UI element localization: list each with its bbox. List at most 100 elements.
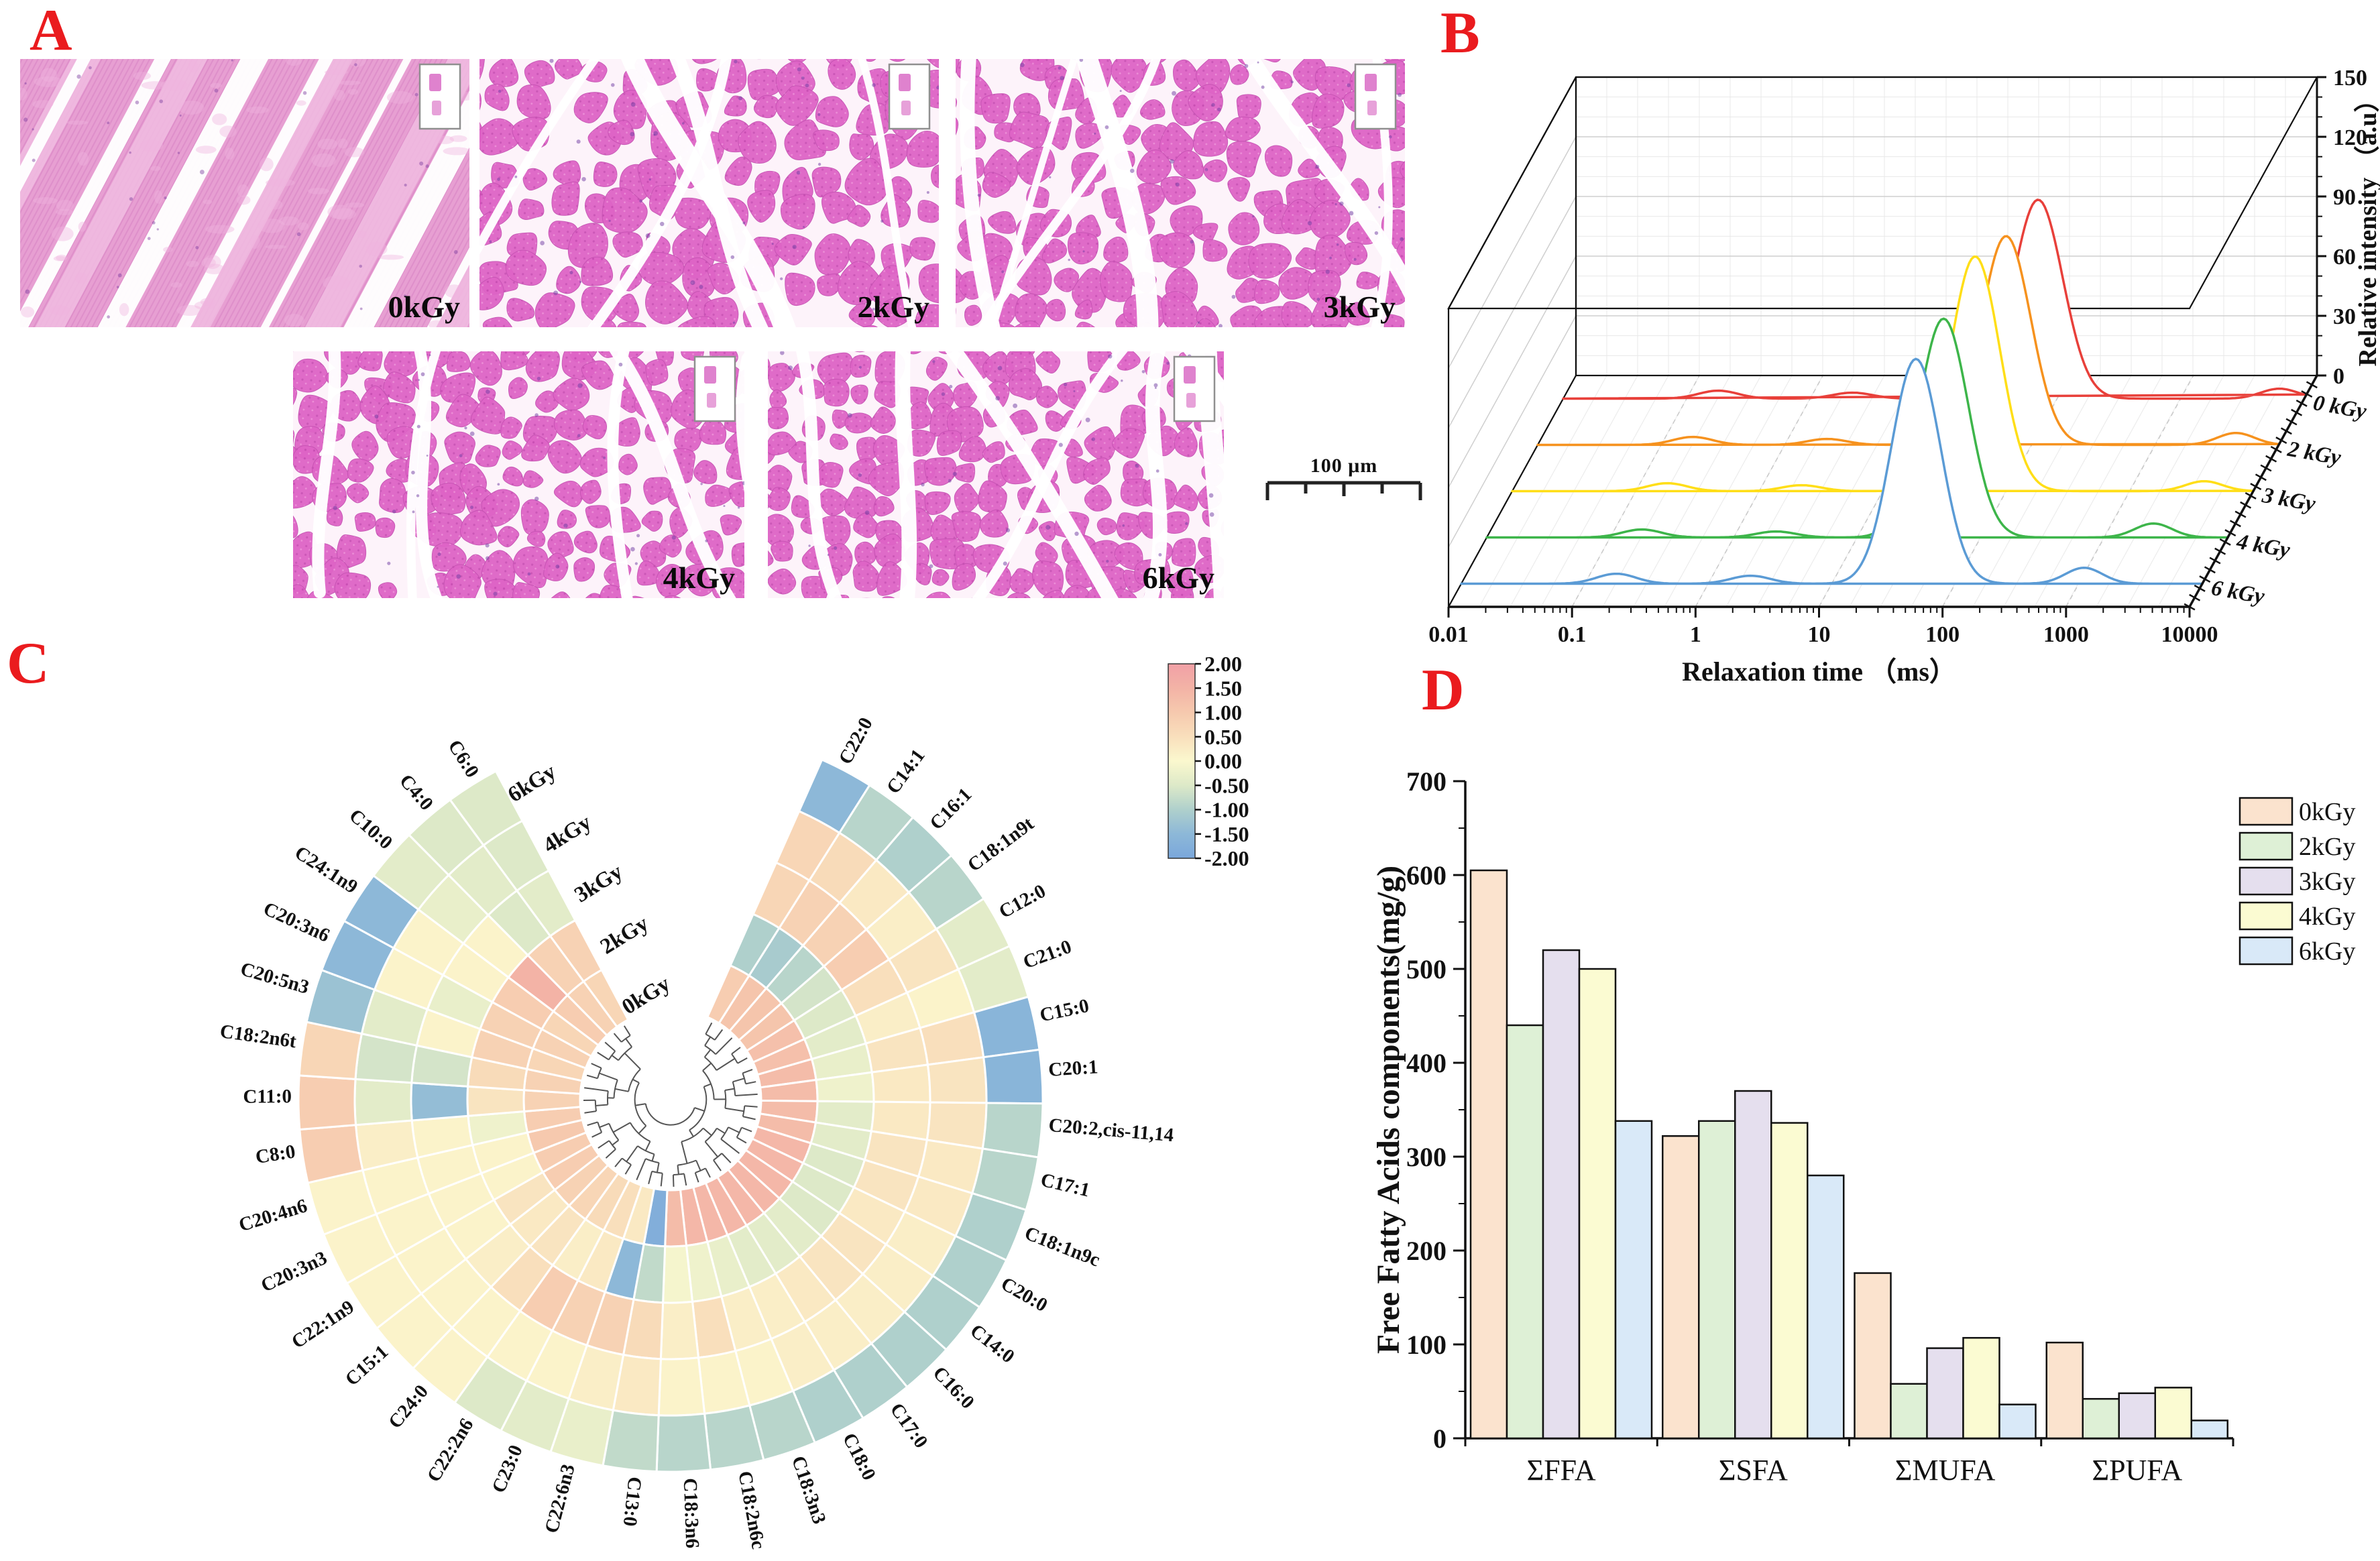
fatty-acid-label: C20:3n3 (258, 1247, 330, 1297)
dose-label: 6kGy (1142, 561, 1214, 595)
legend-label-4kGy: 4kGy (2299, 903, 2355, 931)
x-tick: 0.01 (1428, 622, 1469, 647)
colorbar-tick: 2.00 (1204, 652, 1242, 676)
fatty-acid-label: C15:1 (341, 1341, 392, 1390)
tissue-map-inset (888, 63, 931, 130)
fatty-acid-label: C22:2n6 (423, 1415, 478, 1486)
category-label-3: ΣPUFA (2092, 1454, 2182, 1487)
fatty-acid-label: C20:1 (1047, 1056, 1098, 1081)
y-axis-title: Free Fatty Acids components(mg/g) (1371, 866, 1406, 1354)
colorbar-tick: 0.00 (1204, 749, 1242, 773)
series-label-4kGy: 4 kGy (2234, 530, 2292, 563)
x-axis: 0.01 0.1 1 10 100 1000 10000 Relaxation time （m… (1428, 607, 2218, 687)
series-label-2kGy: 2 kGy (2285, 437, 2343, 471)
panel-b-label: B (1440, 1, 1480, 66)
histology-image-6kGy: 6kGy (768, 351, 1224, 598)
colorbar-tick: -1.50 (1204, 822, 1249, 846)
fatty-acid-label: C18:2n6c (734, 1469, 769, 1551)
legend-label-2kGy: 2kGy (2299, 833, 2355, 861)
histology-image-3kGy: 3kGy (956, 59, 1405, 327)
colorbar (1168, 663, 1196, 859)
fatty-acid-label: C16:0 (929, 1363, 978, 1413)
histology-image-4kGy: 4kGy (293, 351, 744, 598)
cell-C20:1-6kGy (982, 1048, 1044, 1105)
cell-C11:0-4kGy (353, 1078, 413, 1126)
relaxation-curve-3kGy (1511, 255, 2255, 493)
panel-d-label: D (1422, 658, 1465, 723)
fatty-acid-label: C18:2n6t (219, 1021, 298, 1052)
y-tick: 300 (1406, 1142, 1447, 1172)
y-tick: 0 (1433, 1424, 1447, 1454)
fatty-acid-label: C15:0 (1038, 995, 1091, 1027)
series-label-6kGy: 6 kGy (2210, 576, 2267, 609)
ring-label-2kGy: 2kGy (596, 911, 653, 960)
cell-C11:0-2kGy (466, 1085, 526, 1117)
colorbar-tick: -1.00 (1204, 798, 1249, 822)
x-tick: 1000 (2043, 622, 2089, 647)
cell-C11:0-6kGy (297, 1074, 357, 1131)
bar-ΣMUFA-3kGy (1926, 1347, 1964, 1440)
dose-label: 4kGy (663, 561, 735, 595)
bar-ΣMUFA-4kGy (1962, 1336, 2000, 1440)
legend-swatch-6kGy (2239, 936, 2293, 966)
z-tick: 120 (2333, 125, 2367, 150)
cell-C18:3n6-2kGy (662, 1245, 694, 1304)
bar-ΣSFA-3kGy (1734, 1090, 1772, 1440)
fatty-acid-label: C20:3n6 (260, 898, 333, 947)
fatty-acid-label: C18:1n9c (1021, 1222, 1102, 1271)
z-tick: 150 (2333, 66, 2367, 91)
scale-bar: 100 μm (1265, 455, 1423, 508)
fatty-acid-label: C11:0 (243, 1086, 292, 1108)
colorbar-tick: 0.50 (1204, 725, 1242, 749)
bar-ΣFFA-4kGy (1578, 968, 1617, 1440)
legend: 0kGy 2kGy 3kGy 4kGy 6kGy (2239, 797, 2355, 966)
bar-ΣSFA-0kGy (1662, 1135, 1700, 1440)
bar-ΣPUFA-0kGy (2045, 1341, 2084, 1440)
dose-label: 3kGy (1323, 290, 1396, 324)
panel-c-label: C (7, 631, 50, 696)
colorbar-tick: 1.00 (1204, 701, 1242, 725)
fatty-acid-label: C20:5n3 (238, 958, 312, 998)
z-tick: 0 (2333, 364, 2344, 389)
fatty-acid-label: C13:0 (619, 1476, 646, 1527)
bar-ΣSFA-4kGy (1770, 1122, 1809, 1440)
z-tick: 60 (2333, 245, 2356, 270)
z-tick: 30 (2333, 304, 2356, 329)
panel-c-polar-heatmap: C22:0 C14:1 C16:1 C18:1n9t C12:0 C21:0 C15:0 C2… (219, 637, 1249, 1561)
fatty-acid-label: C18:0 (838, 1430, 880, 1484)
category-label-0: ΣFFA (1527, 1454, 1596, 1487)
bar-ΣMUFA-2kGy (1890, 1383, 1928, 1440)
fatty-acid-label: C14:0 (966, 1320, 1019, 1368)
bar-ΣFFA-3kGy (1542, 949, 1581, 1440)
fatty-acid-label: C23:0 (488, 1442, 527, 1496)
histology-image-0kGy: 0kGy (20, 59, 469, 327)
z-axis-title: Relative intensity （a.u） (2354, 87, 2380, 367)
ring-label-6kGy: 6kGy (504, 759, 561, 807)
histology-micrograph (479, 59, 939, 327)
dose-label: 0kGy (388, 290, 460, 324)
fatty-acid-label: C21:0 (1021, 936, 1075, 974)
fatty-acid-label: C20:0 (997, 1273, 1051, 1316)
legend-label-6kGy: 6kGy (2299, 937, 2355, 966)
fatty-acid-label: C20:2,cis-11,14 (1047, 1114, 1174, 1146)
colorbar-tick: -0.50 (1204, 773, 1249, 797)
muscle-fiber-cross-sections (479, 59, 939, 327)
fatty-acid-label: C16:1 (925, 784, 976, 834)
z-tick: 90 (2333, 185, 2356, 210)
x-tick: 1 (1690, 622, 1701, 647)
panel-b-relaxation-3d-plot: 0 kGy 2 kGy 3 kGy 4 kGy 6 kGy 0.01 0.1 1 10 100 10… (1408, 27, 2380, 704)
y-tick: 700 (1406, 766, 1447, 797)
x-axis-title: Relaxation time （ms） (1682, 656, 1956, 687)
bar-ΣFFA-0kGy (1469, 869, 1508, 1440)
x-tick: 10 (1808, 622, 1831, 647)
x-tick: 100 (1925, 622, 1960, 647)
panel-d-bar-chart: 0 100 200 300 400 500 600 700 Free Fatty Acids c… (1368, 704, 2380, 1561)
colorbar-tick: -2.00 (1204, 846, 1249, 870)
fatty-acid-label: C14:1 (883, 745, 929, 798)
bar-ΣPUFA-4kGy (2154, 1387, 2192, 1440)
relaxation-curve-6kGy (1460, 357, 2204, 585)
bar-ΣMUFA-6kGy (1998, 1403, 2037, 1440)
y-tick: 600 (1406, 860, 1447, 890)
